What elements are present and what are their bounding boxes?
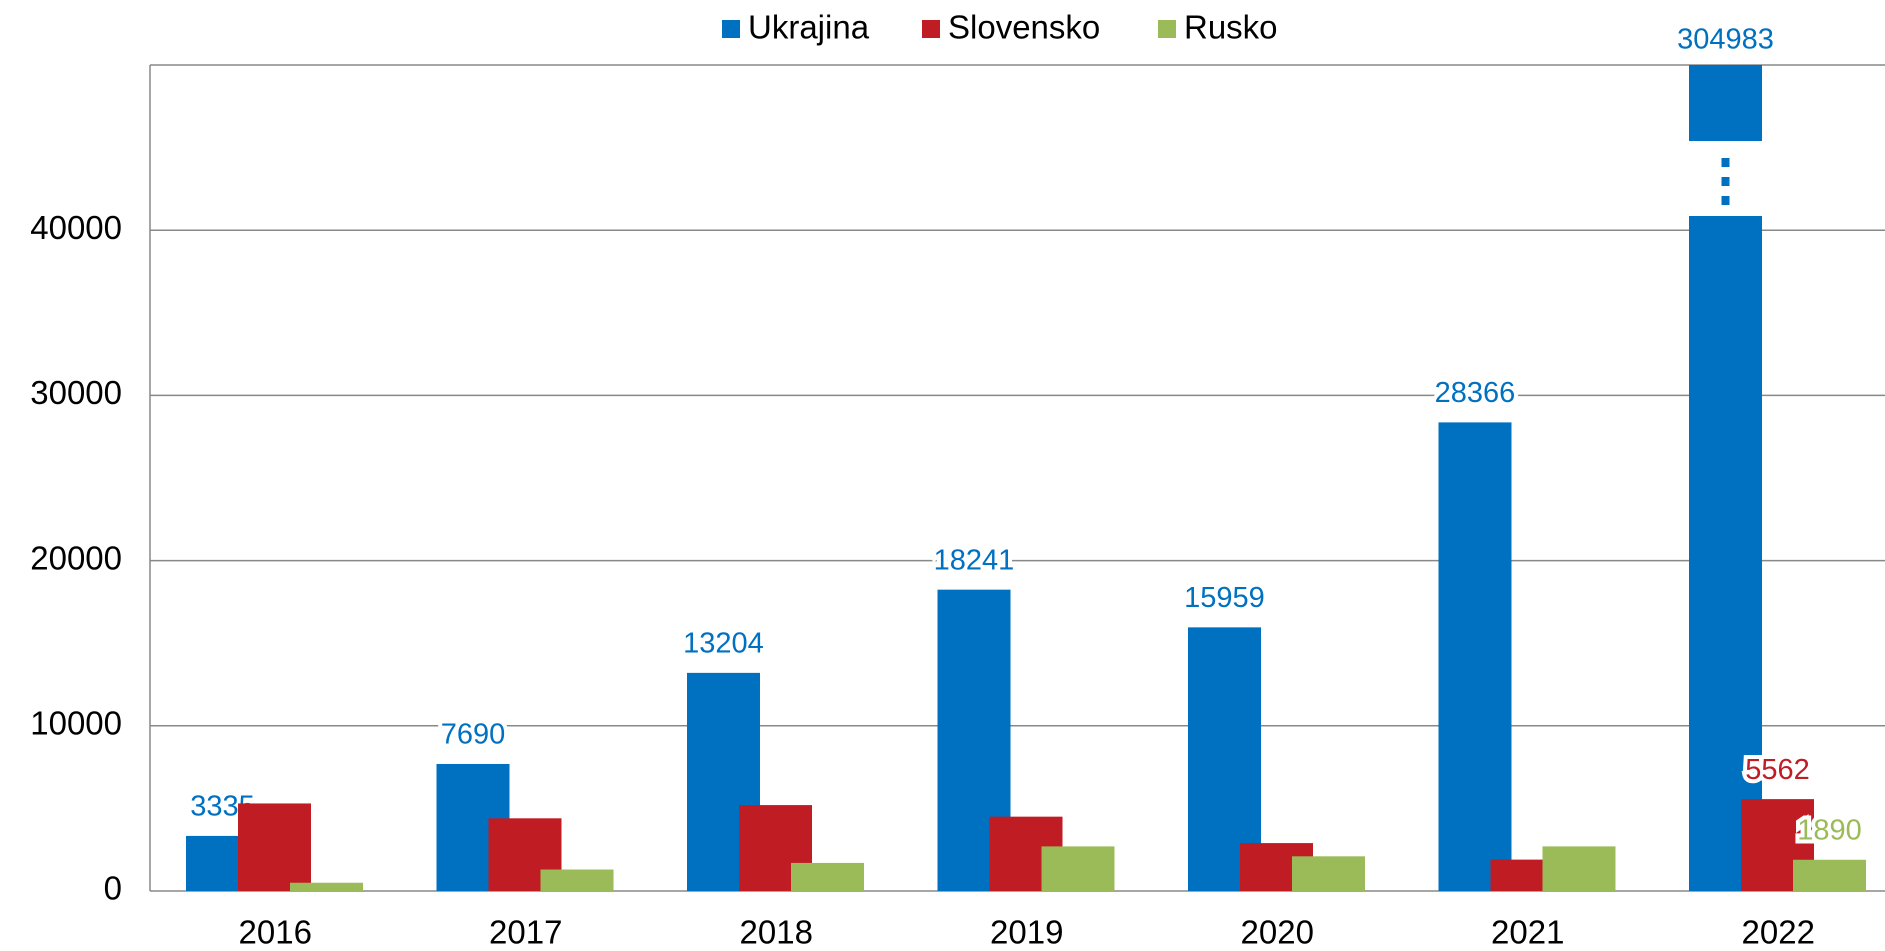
x-tick-label: 2016 (239, 914, 312, 951)
y-tick-label: 10000 (30, 705, 122, 742)
break-dot (1721, 158, 1730, 167)
data-label: 13204 (683, 628, 764, 660)
bar (1041, 846, 1115, 891)
data-label: 18241 (934, 544, 1015, 576)
break-dot (1721, 196, 1730, 205)
bar (791, 862, 864, 891)
legend-swatch (1158, 20, 1176, 38)
data-label: 1890 (1797, 814, 1862, 846)
x-tick-label: 2017 (489, 914, 562, 951)
legend-label: Ukrajina (748, 9, 870, 46)
bar (238, 803, 311, 891)
x-tick-label: 2022 (1742, 914, 1815, 951)
legend-label: Rusko (1184, 9, 1278, 46)
bar (1438, 422, 1512, 891)
data-label: 304983 (1677, 24, 1774, 56)
break-dot (1721, 177, 1730, 186)
bar (1542, 846, 1616, 891)
x-tick-label: 2021 (1491, 914, 1564, 951)
y-tick-label: 40000 (30, 209, 122, 246)
data-label: 28366 (1435, 377, 1516, 409)
legend-label: Slovensko (948, 9, 1100, 46)
legend-swatch (922, 20, 940, 38)
x-tick-label: 2018 (740, 914, 813, 951)
bar (1292, 856, 1365, 891)
y-tick-label: 0 (104, 870, 122, 907)
legend-swatch (722, 20, 740, 38)
x-tick-label: 2019 (990, 914, 1063, 951)
y-tick-label: 20000 (30, 539, 122, 576)
bar (540, 869, 614, 891)
data-label: 5562 (1745, 754, 1810, 786)
data-label: 15959 (1184, 582, 1265, 614)
y-tick-label: 30000 (30, 374, 122, 411)
bar (290, 882, 363, 891)
x-tick-label: 2020 (1241, 914, 1314, 951)
data-label: 7690 (441, 719, 506, 751)
bar (1793, 859, 1866, 891)
